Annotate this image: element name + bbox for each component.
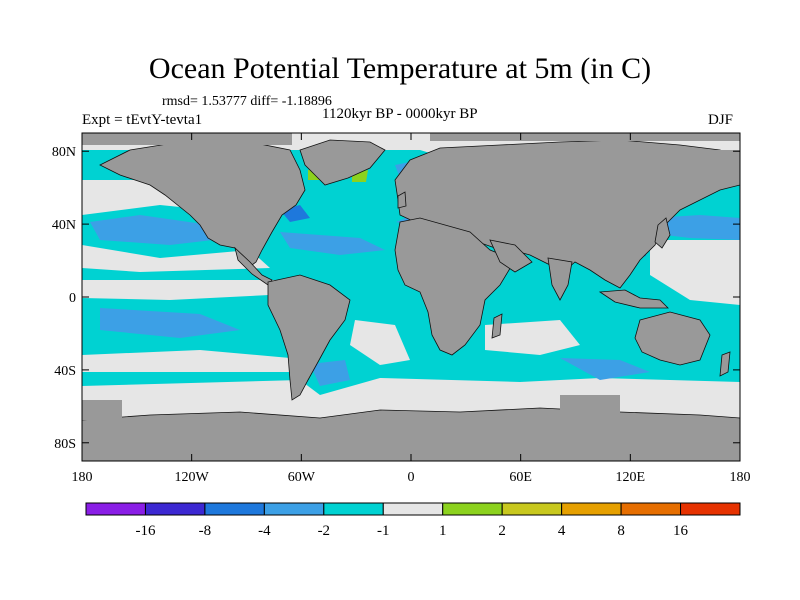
colorbar-label: 8 — [617, 523, 625, 539]
period-label: 1120kyr BP - 0000kyr BP — [322, 106, 478, 122]
lat-tick-label: 40N — [52, 218, 76, 233]
colorbar-swatch — [501, 502, 563, 516]
greenland — [299, 139, 386, 186]
australia — [634, 311, 711, 366]
lat-tick-label: 40S — [54, 364, 76, 379]
latitude-axis: 80N 40N 0 40S 80S — [52, 145, 740, 452]
map-field — [82, 133, 740, 461]
lon-tick-label: 60E — [509, 470, 532, 485]
colorbar-label: -4 — [258, 523, 271, 539]
colorbar-swatch — [144, 502, 206, 516]
colorbar-label: -8 — [199, 523, 212, 539]
stats-text: rmsd= 1.53777 diff= -1.18896 — [162, 94, 332, 109]
colorbar-swatch — [85, 502, 146, 516]
colorbar-swatch — [620, 502, 682, 516]
season-label: DJF — [708, 112, 734, 128]
colorbar-swatch — [204, 502, 265, 516]
colorbar-label: 2 — [498, 523, 506, 539]
lat-tick-label: 80N — [52, 145, 76, 160]
new-zealand — [719, 351, 731, 377]
colorbar: -16 -8 -4 -2 -1 1 2 4 8 16 — [85, 502, 741, 539]
longitude-axis: 180 120W 60W 0 60E 120E 180 — [72, 133, 751, 485]
colorbar-swatch — [561, 502, 622, 516]
colorbar-label: 4 — [558, 523, 566, 539]
masked-cells — [82, 133, 740, 420]
uk — [397, 191, 407, 209]
lon-tick-label: 180 — [730, 470, 751, 485]
land-masses — [82, 139, 740, 461]
map-title: Ocean Potential Temperature at 5m (in C) — [148, 52, 652, 85]
colorbar-label: -2 — [318, 523, 331, 539]
indonesia — [598, 289, 669, 309]
india — [547, 257, 573, 301]
lon-tick-label: 60W — [288, 470, 316, 485]
africa — [394, 217, 516, 356]
lon-tick-label: 0 — [408, 470, 415, 485]
arabia — [489, 239, 533, 273]
antarctica — [82, 407, 740, 461]
colorbar-label: -16 — [135, 523, 155, 539]
lat-tick-label: 80S — [54, 437, 76, 452]
colorbar-label: -1 — [377, 523, 390, 539]
madagascar — [491, 313, 503, 339]
lon-tick-label: 180 — [72, 470, 93, 485]
south-america — [267, 274, 351, 401]
colorbar-swatch — [323, 502, 384, 516]
colorbar-swatch — [680, 502, 741, 516]
lat-tick-label: 0 — [69, 291, 76, 306]
experiment-label: Expt = tEvtY-tevta1 — [82, 112, 203, 128]
japan — [654, 217, 671, 249]
colorbar-swatch — [263, 502, 325, 516]
colorbar-label: 16 — [673, 523, 689, 539]
lon-tick-label: 120W — [175, 470, 210, 485]
colorbar-label: 1 — [439, 523, 447, 539]
colorbar-swatch — [382, 502, 444, 516]
lon-tick-label: 120E — [616, 470, 646, 485]
colorbar-swatch — [442, 502, 503, 516]
